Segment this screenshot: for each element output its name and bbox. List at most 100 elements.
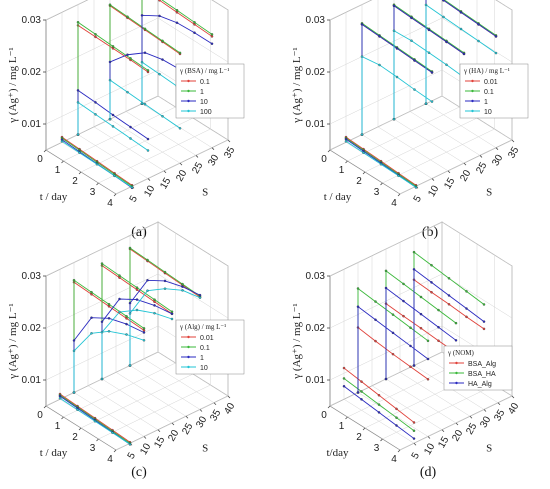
t-tick-label: 4 bbox=[107, 198, 113, 209]
data-point bbox=[412, 437, 416, 440]
s-tick-label: 5 bbox=[128, 193, 141, 204]
t-tick-label: 3 bbox=[374, 187, 380, 198]
s-tick-label: 5 bbox=[126, 450, 139, 461]
t-tick-label: 2 bbox=[356, 432, 362, 443]
s-tick-label: 15 bbox=[442, 176, 457, 192]
series-line bbox=[357, 326, 429, 393]
s-tick bbox=[143, 436, 147, 439]
t-tick bbox=[345, 416, 348, 420]
data-point bbox=[94, 35, 97, 39]
z-tick-label: 0.03 bbox=[306, 15, 326, 26]
t-tick-label: 2 bbox=[72, 432, 78, 443]
series-line bbox=[109, 3, 181, 120]
t-axis-title: t / day bbox=[40, 191, 68, 203]
series-line bbox=[109, 52, 181, 120]
legend-marker bbox=[187, 345, 190, 349]
data-point bbox=[111, 113, 115, 117]
t-tick bbox=[96, 438, 99, 442]
data-point bbox=[128, 301, 132, 305]
panel-caption: (d) bbox=[420, 465, 437, 480]
data-point bbox=[494, 51, 498, 55]
data-point bbox=[459, 27, 463, 31]
data-point bbox=[128, 443, 132, 446]
data-point bbox=[409, 326, 412, 329]
z-tick-label: 0.02 bbox=[22, 67, 42, 78]
data-point bbox=[126, 90, 129, 94]
data-point bbox=[374, 300, 377, 303]
data-point bbox=[395, 424, 398, 427]
t-tick bbox=[327, 149, 331, 153]
data-point bbox=[377, 403, 381, 406]
data-point bbox=[430, 263, 433, 267]
series-line bbox=[129, 247, 201, 366]
data-point bbox=[161, 39, 164, 43]
data-point bbox=[130, 186, 134, 189]
grid-t bbox=[347, 362, 460, 418]
data-point bbox=[437, 308, 440, 312]
data-point bbox=[125, 315, 128, 318]
data-point bbox=[360, 390, 363, 393]
legend-marker bbox=[455, 371, 458, 375]
data-point bbox=[126, 15, 129, 19]
data-point bbox=[100, 377, 104, 381]
data-point bbox=[125, 322, 128, 326]
legend: γ (BSA) / mg L⁻¹ 0.1 1 10 100 bbox=[175, 63, 245, 119]
data-point bbox=[146, 69, 150, 72]
data-point bbox=[360, 133, 364, 136]
data-point bbox=[445, 63, 448, 67]
data-point bbox=[128, 364, 132, 367]
grid-z bbox=[45, 0, 229, 21]
data-point bbox=[178, 127, 182, 130]
data-point bbox=[170, 317, 174, 321]
data-point bbox=[108, 3, 112, 6]
t-tick-label: 2 bbox=[72, 176, 78, 187]
data-point bbox=[477, 39, 480, 43]
data-point bbox=[118, 310, 121, 314]
legend-marker bbox=[455, 381, 458, 385]
s-tick-label: 25 bbox=[474, 160, 489, 176]
legend-marker bbox=[471, 99, 474, 103]
t-tick bbox=[380, 182, 383, 186]
legend: γ (HA) / mg L⁻¹ 0.01 0.1 1 10 bbox=[459, 63, 529, 119]
legend-label: 10 bbox=[200, 99, 208, 106]
t-tick-label: 3 bbox=[90, 187, 96, 198]
data-point bbox=[107, 305, 111, 308]
data-point bbox=[163, 270, 167, 274]
z-tick-label: 0.02 bbox=[22, 323, 42, 334]
data-point bbox=[424, 3, 428, 7]
data-point bbox=[158, 14, 161, 18]
series-line bbox=[425, 4, 497, 104]
legend-marker bbox=[187, 99, 190, 103]
s-tick-label: 20 bbox=[450, 428, 465, 444]
data-point bbox=[477, 23, 480, 26]
z-axis-title: γ (Ag⁺) / mg L⁻¹ bbox=[291, 303, 303, 379]
s-tick-label: 20 bbox=[166, 428, 181, 444]
data-point bbox=[412, 429, 416, 433]
data-point bbox=[76, 408, 79, 411]
data-point bbox=[72, 391, 76, 394]
data-point bbox=[344, 137, 348, 141]
s-tick bbox=[211, 147, 215, 150]
legend-label: 0.01 bbox=[484, 79, 498, 86]
data-point bbox=[437, 325, 440, 329]
data-point bbox=[482, 320, 486, 323]
data-point bbox=[175, 11, 179, 14]
data-point bbox=[108, 117, 112, 121]
data-point bbox=[412, 268, 416, 271]
data-point bbox=[90, 290, 93, 294]
series-line bbox=[385, 287, 457, 379]
data-point bbox=[193, 21, 196, 24]
legend-title: γ (Alg) / mg L⁻¹ bbox=[179, 323, 226, 331]
data-point bbox=[107, 317, 111, 320]
data-point bbox=[356, 391, 360, 394]
s-tick bbox=[227, 395, 231, 399]
data-point bbox=[360, 398, 363, 401]
s-tick-label: 5 bbox=[410, 450, 423, 461]
legend-label: 0.1 bbox=[200, 79, 210, 86]
data-point bbox=[426, 339, 430, 343]
legend-label: 0.1 bbox=[200, 345, 210, 352]
data-point bbox=[193, 23, 196, 26]
grid-t bbox=[115, 139, 229, 195]
